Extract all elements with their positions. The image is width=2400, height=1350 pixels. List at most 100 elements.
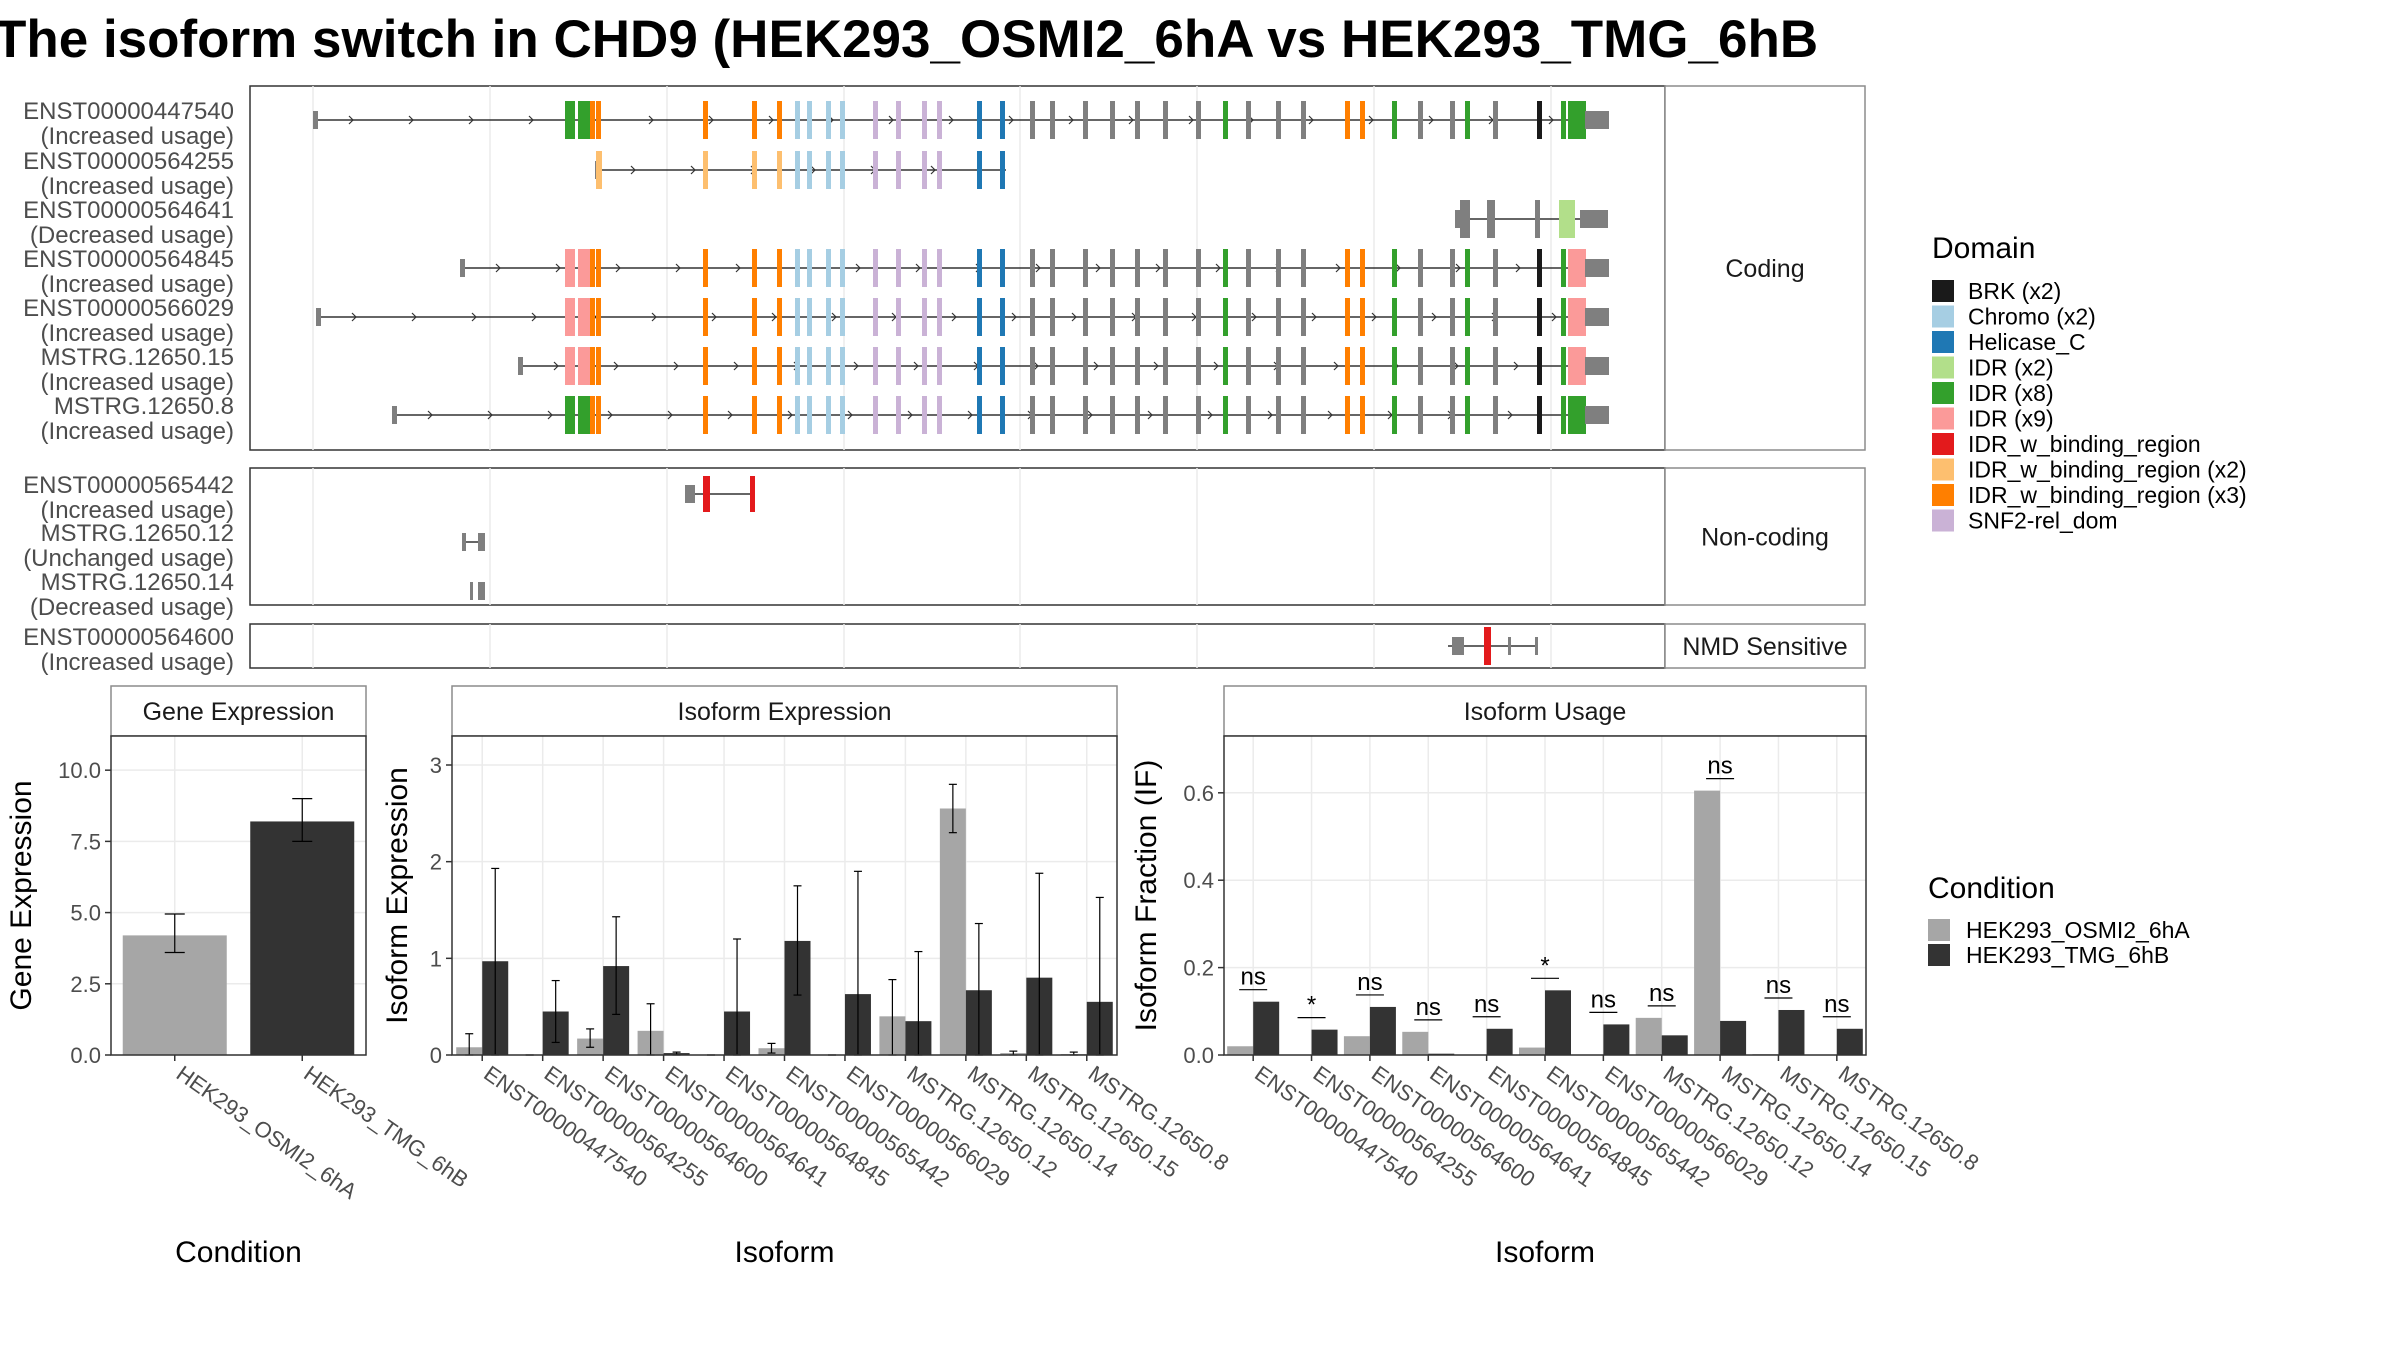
condition-legend-label: HEK293_OSMI2_6hA bbox=[1966, 917, 2190, 943]
strand-arrow bbox=[1087, 410, 1093, 420]
nmd-model bbox=[1448, 627, 1538, 665]
coding-exon bbox=[840, 347, 845, 385]
bar-hek293-osmi2-6ha bbox=[1635, 1017, 1662, 1055]
strand-arrow bbox=[427, 410, 433, 420]
y-tick-label: 5.0 bbox=[70, 901, 101, 926]
coding-exon bbox=[922, 101, 927, 139]
coding-exon bbox=[1559, 200, 1575, 238]
coding-exon bbox=[1360, 101, 1365, 139]
structure-panel bbox=[249, 623, 1666, 669]
condition-legend-title: Condition bbox=[1928, 872, 2055, 905]
transcript-status: (Decreased usage) bbox=[30, 594, 234, 621]
coding-exon bbox=[1110, 347, 1115, 385]
transcript-id: MSTRG.12650.14 bbox=[41, 569, 234, 596]
coding-exon bbox=[703, 101, 708, 139]
figure-title: The isoform switch in CHD9 (HEK293_OSMI2… bbox=[0, 10, 1818, 69]
isoform-usage-chart: Isoform Usage ns * ns ns ns * ns ns ns ns ns 0.0 0.2 0… bbox=[1130, 685, 1984, 1269]
coding-exon bbox=[1301, 249, 1306, 287]
transcript-id: MSTRG.12650.8 bbox=[54, 393, 234, 420]
strand-arrow bbox=[613, 361, 619, 371]
coding-exon bbox=[1083, 249, 1088, 287]
coding-exon bbox=[1418, 396, 1423, 434]
coding-exon bbox=[752, 151, 757, 189]
transcript-model-d bbox=[460, 249, 1600, 287]
strand-arrow bbox=[711, 312, 717, 322]
strand-arrow bbox=[651, 312, 657, 322]
strand-arrow bbox=[1513, 361, 1519, 371]
coding-exon bbox=[1392, 396, 1397, 434]
coding-exon bbox=[777, 101, 782, 139]
condition-swatch bbox=[1928, 944, 1950, 966]
transcript-model-f bbox=[518, 347, 1600, 385]
exon bbox=[1508, 637, 1511, 655]
strand-arrow bbox=[1548, 115, 1554, 125]
coding-exon bbox=[752, 101, 757, 139]
y-tick-label: 3 bbox=[430, 753, 442, 778]
coding-exon bbox=[590, 249, 595, 287]
coding-exon bbox=[1418, 347, 1423, 385]
transcript-id: ENST00000565442 bbox=[23, 472, 234, 499]
strand-arrow bbox=[1368, 115, 1374, 125]
coding-exon bbox=[1301, 298, 1306, 336]
coding-exon bbox=[1135, 396, 1140, 434]
coding-exon bbox=[1223, 347, 1228, 385]
coding-exon bbox=[977, 347, 982, 385]
coding-exon bbox=[840, 101, 845, 139]
utr-exon bbox=[460, 259, 465, 277]
coding-exon bbox=[703, 249, 708, 287]
y-tick-label: 0.0 bbox=[70, 1043, 101, 1068]
domain-legend-label: IDR_w_binding_region (x2) bbox=[1968, 457, 2247, 483]
strand-arrow bbox=[348, 115, 354, 125]
coding-exon bbox=[1246, 298, 1251, 336]
coding-exon bbox=[922, 347, 927, 385]
strand-arrow bbox=[673, 361, 679, 371]
strand-arrow bbox=[1213, 361, 1219, 371]
domain-swatch bbox=[1932, 509, 1954, 532]
coding-exon bbox=[1537, 101, 1542, 139]
y-tick-label: 0.2 bbox=[1183, 956, 1214, 981]
coding-exon bbox=[590, 347, 595, 385]
coding-exon bbox=[596, 151, 602, 189]
coding-exon bbox=[1050, 396, 1055, 434]
coding-exon bbox=[1030, 101, 1035, 139]
transcript-structure-panel: Coding Non-coding NMD Sensitive ENST0000044… bbox=[23, 85, 1866, 676]
y-axis-title: Gene Expression bbox=[5, 780, 38, 1010]
chart-frame bbox=[110, 735, 367, 1056]
coding-exon bbox=[1561, 347, 1566, 385]
coding-exon bbox=[807, 396, 812, 434]
exon bbox=[478, 582, 485, 600]
coding-exon bbox=[596, 347, 601, 385]
transcript-status: (Unchanged usage) bbox=[23, 545, 234, 572]
strand-arrow bbox=[1455, 263, 1461, 273]
coding-exon bbox=[873, 347, 878, 385]
coding-exon bbox=[1276, 347, 1281, 385]
strand-arrow bbox=[787, 410, 793, 420]
strand-arrow bbox=[1188, 115, 1194, 125]
exon bbox=[478, 533, 485, 551]
coding-exon bbox=[1418, 101, 1423, 139]
coding-exon bbox=[1163, 249, 1168, 287]
coding-exon bbox=[1083, 298, 1088, 336]
chart-strip bbox=[1223, 685, 1867, 737]
strand-arrow bbox=[967, 410, 973, 420]
strand-arrow bbox=[547, 410, 553, 420]
transcript-status: (Increased usage) bbox=[41, 418, 234, 445]
strand-arrow bbox=[555, 263, 561, 273]
strand-arrow bbox=[1215, 263, 1221, 273]
coding-exon bbox=[1561, 101, 1566, 139]
group-label: Coding bbox=[1725, 255, 1804, 283]
coding-exon bbox=[840, 249, 845, 287]
domain-swatch bbox=[1932, 458, 1954, 481]
coding-exon bbox=[922, 151, 927, 189]
strand-arrow bbox=[855, 263, 861, 273]
strand-arrow bbox=[1033, 361, 1039, 371]
coding-exon bbox=[1223, 298, 1228, 336]
coding-exon bbox=[565, 249, 575, 287]
coding-exon bbox=[1450, 396, 1455, 434]
coding-exon bbox=[873, 101, 878, 139]
transcript-id: MSTRG.12650.12 bbox=[41, 520, 234, 547]
coding-exon bbox=[590, 101, 595, 139]
coding-exon bbox=[1000, 298, 1005, 336]
x-axis-title: Condition bbox=[175, 1236, 302, 1269]
coding-exon bbox=[826, 249, 831, 287]
